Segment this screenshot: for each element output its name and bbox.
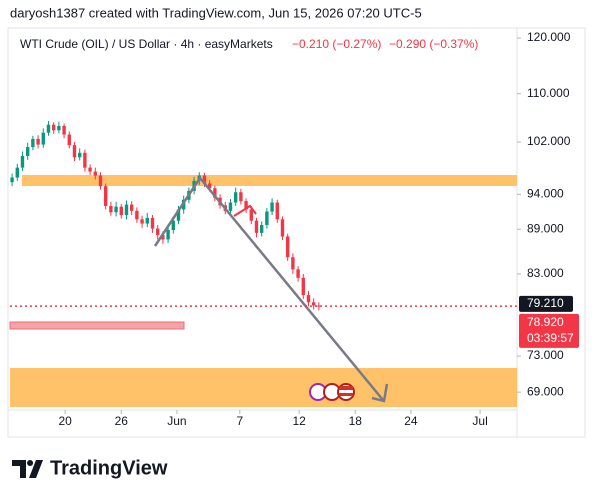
event-icons (309, 383, 355, 401)
candle-body (280, 219, 285, 237)
countdown: 03:39:57 (527, 331, 574, 345)
candle-body (103, 186, 108, 206)
x-tick-label: 18 (349, 414, 363, 428)
candle-body (150, 217, 155, 229)
y-tick-label: 89.000 (527, 221, 564, 235)
candle-body (88, 167, 92, 172)
candle-body (161, 235, 165, 240)
legend-title: WTI Crude (OIL) / US Dollar · 4h · easyM… (20, 37, 273, 51)
arrow-head (371, 383, 389, 403)
chart-frame (7, 27, 586, 438)
y-tick-label: 120.000 (527, 30, 571, 44)
candle-body (36, 138, 40, 145)
target-zone (10, 368, 517, 407)
candle-body (254, 220, 259, 233)
candle-body (135, 210, 139, 220)
candle-body (62, 125, 66, 135)
candle-body (57, 125, 61, 131)
candle-body (171, 220, 175, 230)
candle-body (311, 302, 316, 306)
candle-body (249, 209, 253, 221)
y-tick-label: 69.000 (527, 384, 564, 398)
candle-body (207, 183, 212, 189)
y-tick-label: 94.000 (527, 186, 564, 200)
candle-body (124, 204, 129, 216)
last-price-label-bg (519, 313, 579, 348)
x-tick-label: 24 (404, 414, 418, 428)
flag-stripe (339, 393, 353, 396)
candle-body (291, 257, 295, 270)
candle-body (239, 192, 243, 202)
candle-body (265, 211, 269, 225)
x-tick-label: 26 (115, 414, 129, 428)
y-tick-label: 73.000 (527, 348, 564, 362)
projection-arrow (153, 175, 384, 401)
candle-body (270, 202, 274, 212)
candle-body (10, 177, 14, 183)
candle-body (109, 205, 113, 213)
candle-body (285, 236, 290, 258)
candle-body (244, 201, 248, 210)
candle-body (41, 132, 45, 145)
y-tick-label: 83.000 (527, 266, 564, 280)
candle-body (15, 167, 19, 178)
candle-body (176, 209, 181, 221)
candle-body (233, 192, 238, 203)
candle-body (213, 188, 217, 198)
x-tick-label: 7 (236, 414, 243, 428)
candle-body (140, 219, 144, 224)
x-tick-label: 12 (292, 414, 306, 428)
candle-body (67, 134, 71, 146)
candle-body (259, 224, 264, 233)
candle-body (275, 202, 279, 220)
candle-body (46, 124, 51, 133)
logo: TradingView (12, 457, 168, 479)
candle-body (31, 138, 35, 148)
marker-bar (9, 321, 185, 330)
resistance-zone (22, 175, 517, 186)
candle-body (228, 202, 233, 211)
candle-body (98, 175, 103, 187)
pattern-drawing (233, 204, 257, 217)
candle-body (72, 145, 77, 158)
candle-body (301, 277, 305, 296)
candle-body (296, 269, 300, 278)
y-tick-label: 110.000 (527, 86, 570, 100)
candle-body (155, 228, 160, 236)
price-line-label: 79.210 (527, 296, 564, 310)
flag-stripe (339, 386, 353, 390)
candle-body (129, 204, 134, 211)
x-tick-label: Jul (472, 414, 487, 428)
candle-body (166, 229, 170, 240)
logo-mark (12, 460, 43, 478)
candle-body (145, 217, 149, 224)
candle-body (77, 152, 82, 158)
price-line-label-bg (519, 295, 573, 312)
x-tick-label: 20 (58, 414, 72, 428)
last-price-label: 78.920 (527, 315, 564, 329)
candle-body (51, 124, 56, 131)
candle-body (202, 175, 207, 184)
x-tick-label: Jun (167, 414, 186, 428)
y-tick-label: 102.000 (527, 134, 571, 148)
candle-body (119, 206, 123, 216)
candle-body (20, 155, 25, 168)
candle-body (306, 295, 311, 303)
candle-body (83, 152, 87, 168)
change: −0.210 (−0.27%) (292, 37, 381, 51)
change: −0.290 (−0.37%) (389, 37, 478, 51)
header: daryosh1387 created with TradingView.com… (10, 5, 422, 20)
candle-body (317, 305, 321, 307)
candle-body (25, 147, 30, 156)
logo-text: TradingView (50, 457, 168, 479)
candle-body (114, 206, 118, 213)
candle-body (93, 171, 97, 176)
